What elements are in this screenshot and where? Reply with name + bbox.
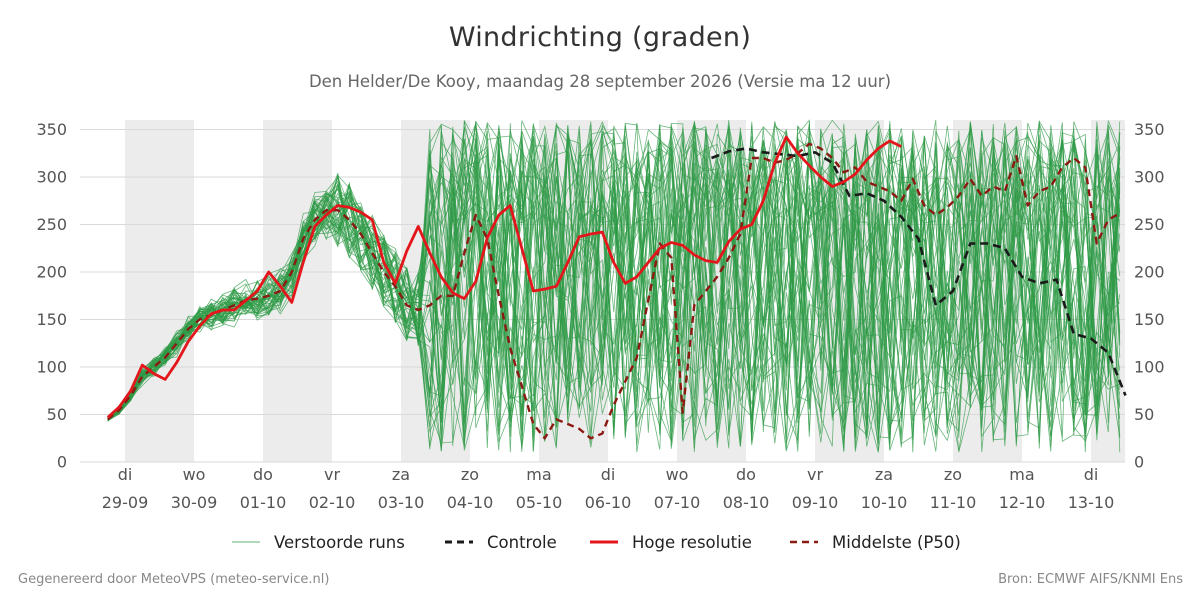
legend-item-control[interactable]: Controle (445, 530, 557, 554)
y-axis-right: 0 50 100 150 200 250 300 350 (1134, 120, 1165, 472)
footer-source: Bron: ECMWF AIFS/KNMI Ens (998, 572, 1183, 587)
y-tick-label: 100 (36, 358, 67, 377)
x-tick-date: 12-10 (999, 493, 1046, 512)
x-tick-weekday: za (392, 465, 410, 484)
series-hires (106, 135, 799, 419)
x-tick-weekday: zo (461, 465, 479, 484)
member-line (107, 120, 1121, 453)
legend-swatch-control (445, 540, 473, 544)
x-tick-weekday: do (736, 465, 756, 484)
series-hires (796, 139, 902, 188)
x-tick-date: 04-10 (447, 493, 494, 512)
member-line (107, 124, 1121, 443)
series-control (711, 147, 1127, 396)
y-tick-label: 300 (36, 168, 67, 187)
legend-item-members[interactable]: Verstoorde runs (232, 530, 405, 554)
x-tick-date: 30-09 (171, 493, 218, 512)
y-tick-label: 50 (47, 405, 67, 424)
legend-swatch-median (790, 540, 818, 544)
legend-label: Controle (487, 532, 557, 552)
x-tick-date: 05-10 (516, 493, 563, 512)
y-tick-label: 350 (36, 120, 67, 139)
y-axis-left: 0 50 100 150 200 250 300 350 (36, 120, 67, 472)
y-tick-label: 0 (1134, 453, 1144, 472)
y-tick-label: 100 (1134, 358, 1165, 377)
x-tick-weekday: vr (807, 465, 823, 484)
member-line (107, 123, 1121, 433)
chart-subtitle: Den Helder/De Kooy, maandag 28 september… (308, 72, 892, 91)
y-tick-label: 250 (1134, 215, 1165, 234)
x-tick-date: 09-10 (792, 493, 839, 512)
x-tick-weekday: ma (526, 465, 551, 484)
series-median (107, 142, 1121, 440)
footer-credit: Gegenereerd door MeteoVPS (meteo-service… (18, 572, 330, 587)
legend: Verstoorde runs Controle Hoge resolutie … (0, 530, 1200, 554)
legend-swatch-hires (590, 540, 618, 544)
x-tick-date: 03-10 (378, 493, 425, 512)
member-line (107, 136, 1121, 452)
y-tick-label: 0 (57, 453, 67, 472)
legend-label: Middelste (P50) (832, 532, 961, 552)
x-tick-weekday: di (1084, 465, 1099, 484)
y-tick-label: 50 (1134, 405, 1154, 424)
x-tick-weekday: di (601, 465, 616, 484)
y-tick-label: 300 (1134, 168, 1165, 187)
legend-item-median[interactable]: Middelste (P50) (790, 530, 961, 554)
x-tick-weekday: do (253, 465, 273, 484)
x-tick-weekday: za (875, 465, 893, 484)
y-tick-label: 250 (36, 215, 67, 234)
y-tick-label: 200 (36, 263, 67, 282)
member-line (107, 135, 1121, 448)
x-axis: di 29-09 wo 30-09 do 01-10 vr 02-10 za 03-10 zo 04-… (102, 465, 1115, 512)
legend-label: Hoge resolutie (632, 532, 752, 552)
y-tick-label: 150 (1134, 310, 1165, 329)
y-tick-label: 350 (1134, 120, 1165, 139)
y-tick-label: 150 (36, 310, 67, 329)
highlight-series (106, 135, 1127, 440)
x-tick-weekday: wo (183, 465, 206, 484)
x-tick-weekday: di (118, 465, 133, 484)
x-tick-date: 08-10 (723, 493, 770, 512)
x-tick-date: 13-10 (1068, 493, 1115, 512)
x-tick-weekday: vr (324, 465, 340, 484)
member-line (107, 119, 1120, 447)
x-tick-weekday: zo (944, 465, 962, 484)
y-tick-label: 200 (1134, 263, 1165, 282)
x-tick-date: 06-10 (585, 493, 632, 512)
member-line (107, 123, 1121, 446)
member-line (107, 120, 1121, 452)
ensemble-members (107, 119, 1121, 453)
legend-label: Verstoorde runs (274, 532, 405, 552)
x-tick-weekday: ma (1009, 465, 1034, 484)
chart-title: Windrichting (graden) (448, 22, 752, 53)
x-tick-date: 29-09 (102, 493, 149, 512)
member-line (107, 125, 1121, 441)
x-tick-date: 11-10 (930, 493, 977, 512)
x-tick-date: 01-10 (240, 493, 287, 512)
x-tick-weekday: wo (666, 465, 689, 484)
member-line (107, 121, 1121, 446)
x-tick-date: 10-10 (861, 493, 908, 512)
x-tick-date: 07-10 (654, 493, 701, 512)
legend-swatch-members (232, 541, 260, 543)
shade-band (125, 120, 194, 462)
legend-item-hires[interactable]: Hoge resolutie (590, 530, 752, 554)
x-tick-date: 02-10 (309, 493, 356, 512)
member-line (107, 120, 1121, 451)
